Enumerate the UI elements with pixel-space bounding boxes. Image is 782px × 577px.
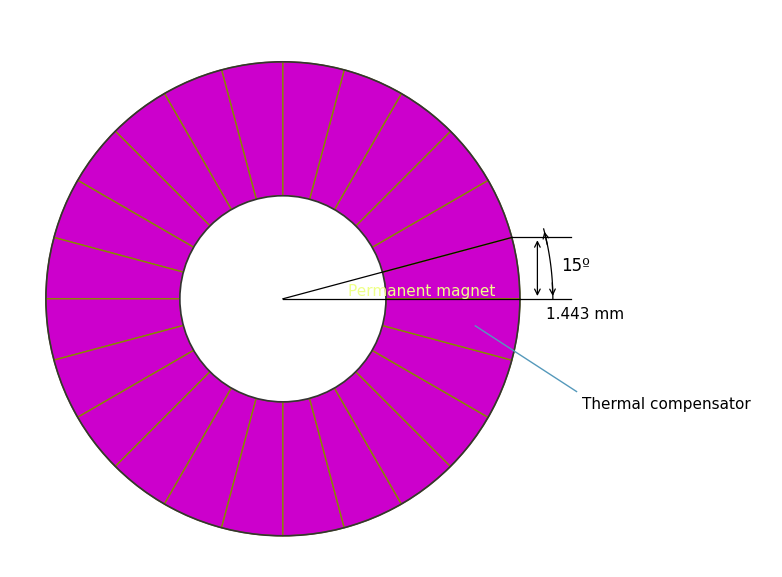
Wedge shape <box>77 131 210 248</box>
Wedge shape <box>310 70 401 209</box>
Text: Thermal compensator: Thermal compensator <box>582 397 751 411</box>
Wedge shape <box>356 131 488 248</box>
Wedge shape <box>164 70 256 209</box>
Circle shape <box>180 196 386 402</box>
Wedge shape <box>372 325 511 417</box>
Wedge shape <box>221 62 283 199</box>
Wedge shape <box>115 372 231 504</box>
Wedge shape <box>335 93 450 226</box>
Wedge shape <box>115 93 231 226</box>
Wedge shape <box>46 238 183 299</box>
Wedge shape <box>54 325 194 417</box>
Wedge shape <box>335 372 450 504</box>
Wedge shape <box>54 180 194 272</box>
Text: 15º: 15º <box>561 257 590 275</box>
Wedge shape <box>221 398 283 536</box>
Wedge shape <box>382 238 520 299</box>
Wedge shape <box>356 350 488 466</box>
Wedge shape <box>310 388 401 528</box>
Wedge shape <box>372 180 511 272</box>
Wedge shape <box>77 350 210 466</box>
Wedge shape <box>164 388 256 528</box>
Wedge shape <box>283 398 344 536</box>
Wedge shape <box>46 299 183 360</box>
Wedge shape <box>283 62 344 199</box>
Text: Permanent magnet: Permanent magnet <box>348 284 496 299</box>
Wedge shape <box>382 299 520 360</box>
Text: 1.443 mm: 1.443 mm <box>546 307 624 322</box>
